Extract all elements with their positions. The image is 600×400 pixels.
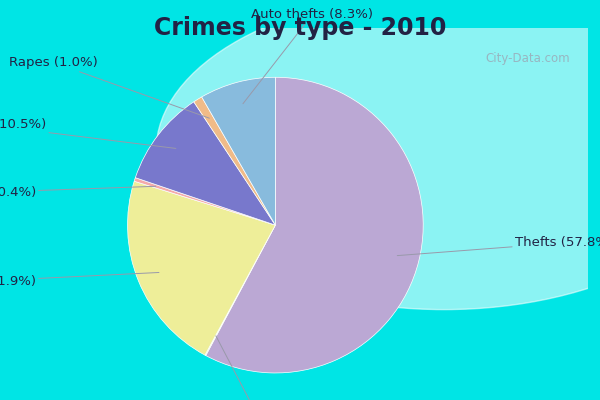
Text: Burglaries (10.5%): Burglaries (10.5%)	[0, 118, 176, 148]
Text: Assaults (21.9%): Assaults (21.9%)	[0, 272, 159, 288]
Wedge shape	[136, 102, 275, 225]
Text: Thefts (57.8%): Thefts (57.8%)	[397, 236, 600, 256]
Text: Auto thefts (8.3%): Auto thefts (8.3%)	[243, 8, 373, 104]
Wedge shape	[205, 225, 275, 356]
Wedge shape	[206, 77, 423, 373]
Wedge shape	[134, 178, 275, 225]
Text: Arson (0.1%): Arson (0.1%)	[216, 336, 311, 400]
Text: Rapes (1.0%): Rapes (1.0%)	[9, 56, 209, 118]
Ellipse shape	[156, 0, 600, 310]
Text: Crimes by type - 2010: Crimes by type - 2010	[154, 16, 446, 40]
Wedge shape	[128, 181, 275, 355]
Wedge shape	[202, 77, 275, 225]
Wedge shape	[194, 97, 275, 225]
Text: City-Data.com: City-Data.com	[485, 52, 570, 65]
Text: Robberies (0.4%): Robberies (0.4%)	[0, 186, 156, 199]
